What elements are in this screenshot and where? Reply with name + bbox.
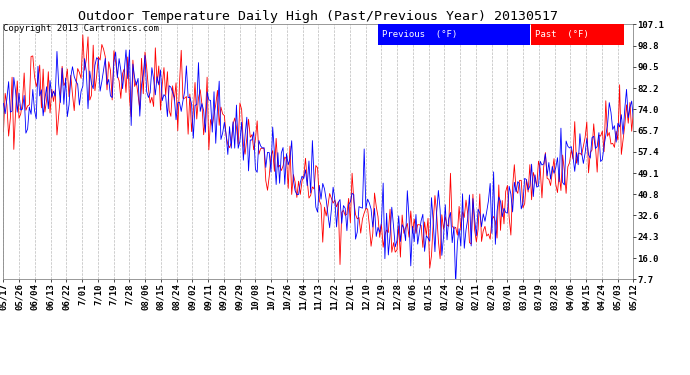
Text: Past  (°F): Past (°F): [535, 30, 589, 39]
Title: Outdoor Temperature Daily High (Past/Previous Year) 20130517: Outdoor Temperature Daily High (Past/Pre…: [79, 10, 558, 23]
Text: Copyright 2013 Cartronics.com: Copyright 2013 Cartronics.com: [3, 24, 159, 33]
Text: Previous  (°F): Previous (°F): [382, 30, 457, 39]
